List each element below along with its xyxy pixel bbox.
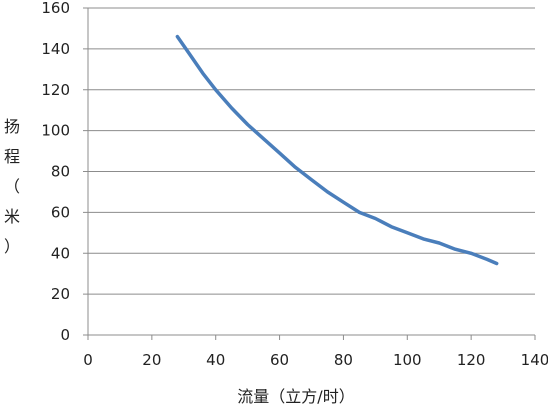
x-tick-label-0: 0: [83, 351, 93, 369]
series-line-0: [175, 34, 499, 266]
y-tick-label-140: 140: [41, 40, 70, 58]
y-tick-label-100: 100: [41, 122, 70, 140]
y-axis-title-char: ）: [4, 237, 20, 256]
x-tick-label-80: 80: [334, 351, 353, 369]
axes: [83, 7, 536, 340]
x-tick-label-20: 20: [142, 351, 161, 369]
y-axis-title-char: 米: [4, 207, 20, 226]
y-tick-label-0: 0: [60, 326, 70, 344]
x-tick-label-60: 60: [270, 351, 289, 369]
x-tick-label-120: 120: [457, 351, 486, 369]
x-tick-label-40: 40: [206, 351, 225, 369]
y-tick-label-60: 60: [51, 203, 70, 221]
tick-labels: 0 20 40 60 80 100 120 140 160 0 20 40 60 80 100 120 140: [41, 0, 548, 369]
series-group: [175, 34, 499, 266]
gridlines: [88, 7, 535, 295]
x-tick-label-100: 100: [393, 351, 422, 369]
y-tick-label-160: 160: [41, 0, 70, 17]
y-axis-title: 扬程 （ 米 ）: [4, 117, 20, 256]
x-axis-title: 流量（立方/时）: [237, 387, 354, 406]
y-tick-label-120: 120: [41, 81, 70, 99]
y-tick-label-40: 40: [51, 244, 70, 262]
y-tick-label-80: 80: [51, 163, 70, 181]
y-axis-title-char: （: [4, 177, 20, 196]
y-axis-title-char: 扬: [4, 117, 20, 136]
x-tick-label-140: 140: [521, 351, 548, 369]
y-tick-label-20: 20: [51, 285, 70, 303]
y-axis-title-char: 程: [4, 147, 20, 166]
